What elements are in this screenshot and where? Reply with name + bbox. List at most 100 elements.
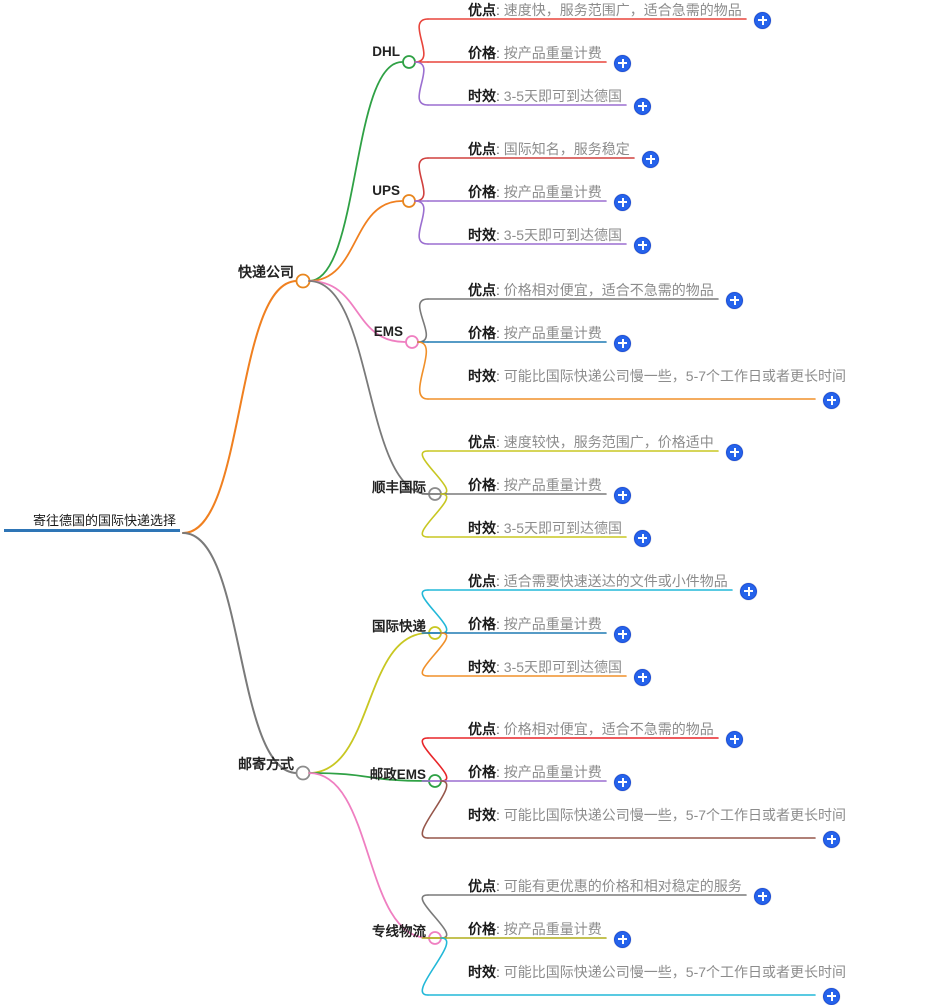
leaf-guoji-kuaidi-价格[interactable]: 价格: 按产品重量计费 (468, 614, 888, 635)
node-circle-youzheng-ems[interactable] (428, 774, 442, 788)
leaf-value: 按产品重量计费 (503, 325, 602, 341)
plus-icon[interactable] (614, 54, 631, 72)
plus-icon[interactable] (726, 730, 743, 748)
plus-icon[interactable] (634, 97, 651, 115)
leaf-separator: : (496, 88, 504, 104)
leaf-separator: : (496, 573, 504, 589)
leaf-key: 优点 (468, 141, 496, 157)
leaf-value: 按产品重量计费 (503, 45, 602, 61)
plus-icon[interactable] (614, 773, 631, 791)
leaf-zhuanxian-wuliu-时效[interactable]: 时效: 可能比国际快递公司慢一些，5-7个工作日或者更长时间 (468, 962, 848, 983)
leaf-value: 按产品重量计费 (503, 764, 602, 780)
leaf-value: 按产品重量计费 (503, 184, 602, 200)
leaf-key: 优点 (468, 878, 496, 894)
node-label-shunfeng-guoji[interactable]: 顺丰国际 (372, 480, 426, 495)
leaf-youzheng-ems-优点[interactable]: 优点: 价格相对便宜，适合不急需的物品 (468, 719, 888, 740)
root-underline (4, 529, 180, 532)
leaf-key: 优点 (468, 2, 496, 18)
leaf-value: 可能比国际快递公司慢一些，5-7个工作日或者更长时间 (503, 807, 847, 823)
leaf-dhl-优点[interactable]: 优点: 速度快，服务范围广，适合急需的物品 (468, 0, 888, 21)
leaf-separator: : (496, 2, 504, 18)
node-circle-guoji-kuaidi[interactable] (428, 626, 442, 640)
node-circle-kuaidi-gongsi[interactable] (295, 273, 311, 289)
leaf-value: 速度快，服务范围广，适合急需的物品 (503, 2, 742, 18)
node-label-dhl[interactable]: DHL (372, 44, 400, 59)
leaf-value: 可能比国际快递公司慢一些，5-7个工作日或者更长时间 (503, 368, 847, 384)
plus-icon[interactable] (614, 193, 631, 211)
leaf-ems-时效[interactable]: 时效: 可能比国际快递公司慢一些，5-7个工作日或者更长时间 (468, 366, 848, 387)
leaf-value: 可能有更优惠的价格和相对稳定的服务 (503, 878, 742, 894)
leaf-shunfeng-guoji-优点[interactable]: 优点: 速度较快，服务范围广，价格适中 (468, 432, 888, 453)
root-label: 寄往德国的国际快递选择 (32, 513, 176, 528)
leaf-separator: : (496, 368, 504, 384)
leaf-shunfeng-guoji-时效[interactable]: 时效: 3-5天即可到达德国 (468, 518, 888, 539)
plus-icon[interactable] (634, 668, 651, 686)
plus-icon[interactable] (614, 625, 631, 643)
plus-icon[interactable] (740, 582, 757, 600)
leaf-separator: : (496, 721, 504, 737)
leaf-ems-优点[interactable]: 优点: 价格相对便宜，适合不急需的物品 (468, 280, 888, 301)
branch-label-kuaidi-gongsi[interactable]: 快递公司 (238, 264, 294, 280)
leaf-key: 优点 (468, 282, 496, 298)
plus-icon[interactable] (634, 236, 651, 254)
node-circle-ups[interactable] (402, 194, 416, 208)
leaf-dhl-时效[interactable]: 时效: 3-5天即可到达德国 (468, 86, 888, 107)
leaf-value: 适合需要快速送达的文件或小件物品 (503, 573, 728, 589)
leaf-key: 时效 (468, 368, 496, 384)
plus-icon[interactable] (614, 486, 631, 504)
plus-icon[interactable] (642, 150, 659, 168)
leaf-zhuanxian-wuliu-优点[interactable]: 优点: 可能有更优惠的价格和相对稳定的服务 (468, 876, 888, 897)
plus-icon[interactable] (726, 443, 743, 461)
leaf-guoji-kuaidi-时效[interactable]: 时效: 3-5天即可到达德国 (468, 657, 888, 678)
leaf-ups-时效[interactable]: 时效: 3-5天即可到达德国 (468, 225, 888, 246)
node-label-ups[interactable]: UPS (372, 183, 400, 198)
leaf-separator: : (496, 764, 504, 780)
plus-icon[interactable] (614, 334, 631, 352)
plus-icon[interactable] (823, 391, 840, 409)
leaf-ems-价格[interactable]: 价格: 按产品重量计费 (468, 323, 888, 344)
leaf-shunfeng-guoji-价格[interactable]: 价格: 按产品重量计费 (468, 475, 888, 496)
root-node[interactable]: 寄往德国的国际快递选择 (0, 513, 180, 532)
node-label-zhuanxian-wuliu[interactable]: 专线物流 (372, 924, 426, 939)
leaf-value: 3-5天即可到达德国 (503, 88, 623, 104)
leaf-dhl-价格[interactable]: 价格: 按产品重量计费 (468, 43, 888, 64)
node-circle-ems[interactable] (405, 335, 419, 349)
plus-icon[interactable] (823, 987, 840, 1005)
leaf-zhuanxian-wuliu-价格[interactable]: 价格: 按产品重量计费 (468, 919, 888, 940)
leaf-separator: : (496, 921, 504, 937)
node-label-ems[interactable]: EMS (373, 324, 403, 339)
plus-icon[interactable] (614, 930, 631, 948)
leaf-value: 3-5天即可到达德国 (503, 520, 623, 536)
leaf-key: 时效 (468, 227, 496, 243)
node-circle-zhuanxian-wuliu[interactable] (428, 931, 442, 945)
node-label-guoji-kuaidi[interactable]: 国际快递 (372, 619, 426, 634)
leaf-guoji-kuaidi-优点[interactable]: 优点: 适合需要快速送达的文件或小件物品 (468, 571, 888, 592)
leaf-separator: : (496, 520, 504, 536)
leaf-separator: : (496, 659, 504, 675)
plus-icon[interactable] (823, 830, 840, 848)
leaf-value: 3-5天即可到达德国 (503, 659, 623, 675)
leaf-ups-优点[interactable]: 优点: 国际知名，服务稳定 (468, 139, 888, 160)
plus-icon[interactable] (754, 11, 771, 29)
leaf-ups-价格[interactable]: 价格: 按产品重量计费 (468, 182, 888, 203)
leaf-separator: : (496, 184, 504, 200)
leaf-key: 价格 (468, 764, 496, 780)
leaf-separator: : (496, 477, 504, 493)
leaf-youzheng-ems-价格[interactable]: 价格: 按产品重量计费 (468, 762, 888, 783)
leaf-youzheng-ems-时效[interactable]: 时效: 可能比国际快递公司慢一些，5-7个工作日或者更长时间 (468, 805, 848, 826)
leaf-value: 国际知名，服务稳定 (503, 141, 630, 157)
leaf-separator: : (496, 141, 504, 157)
leaf-value: 按产品重量计费 (503, 616, 602, 632)
leaf-separator: : (496, 282, 504, 298)
node-circle-dhl[interactable] (402, 55, 416, 69)
plus-icon[interactable] (726, 291, 743, 309)
leaf-key: 时效 (468, 88, 496, 104)
leaf-key: 时效 (468, 520, 496, 536)
node-label-youzheng-ems[interactable]: 邮政EMS (369, 767, 426, 782)
leaf-separator: : (496, 434, 504, 450)
leaf-value: 3-5天即可到达德国 (503, 227, 623, 243)
branch-label-youji-fangshi[interactable]: 邮寄方式 (238, 756, 294, 772)
node-circle-shunfeng-guoji[interactable] (428, 487, 442, 501)
plus-icon[interactable] (754, 887, 771, 905)
plus-icon[interactable] (634, 529, 651, 547)
